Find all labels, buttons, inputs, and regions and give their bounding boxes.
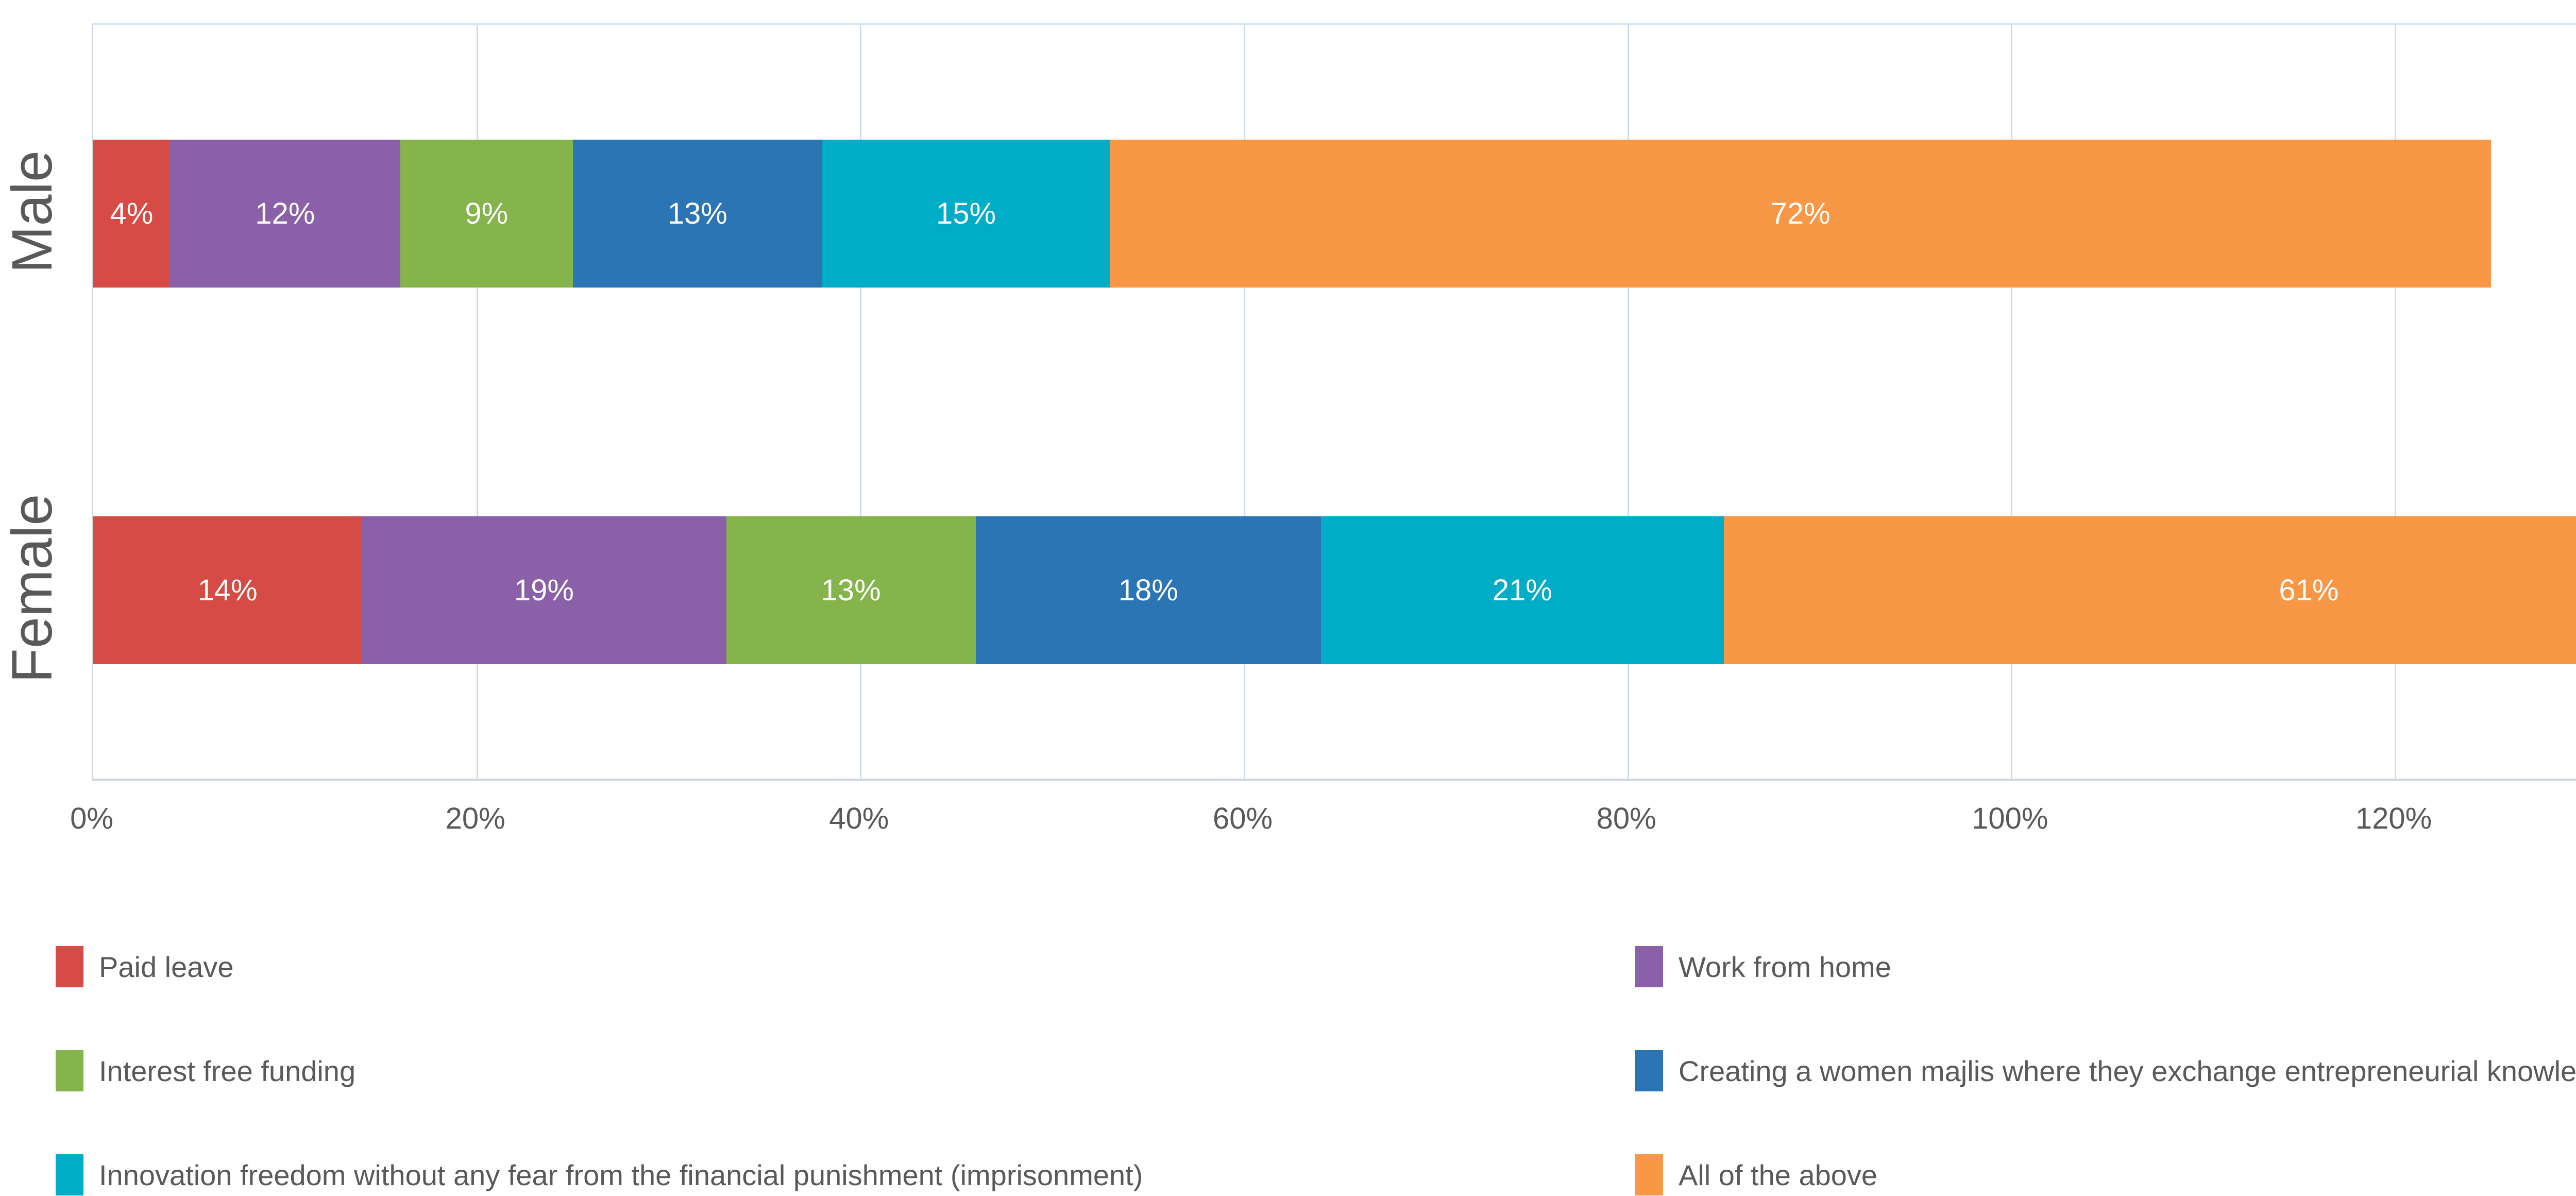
segment-male-6: 72% [1110,140,2492,288]
x-tick-0%: 0% [70,802,113,835]
segment-female-2: 19% [362,516,726,664]
data-label: 13% [821,574,881,607]
legend-swatch [56,946,83,987]
data-label: 21% [1492,574,1552,607]
legend-item-left-2: Interest free funding [56,1019,1601,1123]
gridline-40 [860,25,862,779]
legend-swatch [56,1050,83,1091]
gridline-120 [2395,25,2396,779]
gridline-60 [1244,25,1245,779]
segment-male-5: 15% [822,140,1110,288]
x-tick-60%: 60% [1212,802,1273,835]
legend-item-right-2: Creating a women majlis where they excha… [1635,1019,2576,1123]
data-label: 15% [936,197,996,230]
legend-swatch [56,1154,83,1195]
legend-item-left-3: Innovation freedom without any fear from… [56,1123,1601,1196]
segment-female-6: 61% [1723,516,2576,664]
legend-swatch [1635,1050,1663,1091]
legend-item-right-3: All of the above [1635,1123,2576,1196]
segment-female-5: 21% [1320,516,1724,664]
segment-male-3: 9% [400,140,573,288]
x-tick-20%: 20% [445,802,505,835]
data-label: 18% [1118,574,1178,607]
segment-male-1: 4% [93,140,170,288]
data-label: 12% [255,197,315,230]
legend-label: Work from home [1679,950,1891,983]
data-label: 61% [2279,574,2339,607]
legend-label: Innovation freedom without any fear from… [99,1158,1143,1191]
legend-swatch [1635,1154,1663,1195]
legend-label: All of the above [1679,1158,1878,1191]
segment-female-3: 13% [726,516,976,664]
legend-column-left: Paid leave Interest free funding Innovatio… [56,915,1601,1196]
legend-item-left-1: Paid leave [56,915,1601,1019]
legend-label: Creating a women majlis where they excha… [1679,1054,2576,1087]
legend: Paid leave Interest free funding Innovatio… [0,915,2576,1196]
gridline-100 [2011,25,2013,779]
data-label: 72% [1770,197,1831,230]
data-label: 9% [465,197,509,230]
x-tick-40%: 40% [829,802,889,835]
legend-swatch [1635,946,1663,987]
segment-male-2: 12% [170,140,400,288]
plot-area: 4% 12% 9% 13% 15% 72% 14% 19% 13% 18% 21% 61% [92,23,2576,781]
bar-female: 14% 19% 13% 18% 21% 61% [93,516,2576,664]
x-tick-80%: 80% [1596,802,1656,835]
segment-female-1: 14% [93,516,362,664]
legend-column-right: Work from home Creating a women majlis wh… [1635,915,2576,1196]
legend-label: Paid leave [99,950,234,983]
gridline-20 [476,25,478,779]
x-tick-120%: 120% [2355,802,2432,835]
legend-label: Interest free funding [99,1054,356,1087]
x-tick-100%: 100% [1972,802,2048,835]
data-label: 4% [110,197,154,230]
segment-female-4: 18% [975,516,1321,664]
legend-item-right-1: Work from home [1635,915,2576,1019]
segment-male-4: 13% [572,140,822,288]
gridline-80 [1627,25,1629,779]
data-label: 14% [197,574,258,607]
data-label: 19% [514,574,574,607]
x-axis-tick-labels: 0%20%40%60%80%100%120%140% [70,801,2576,853]
bar-male: 4% 12% 9% 13% 15% 72% [93,140,2492,288]
data-label: 13% [667,197,727,230]
